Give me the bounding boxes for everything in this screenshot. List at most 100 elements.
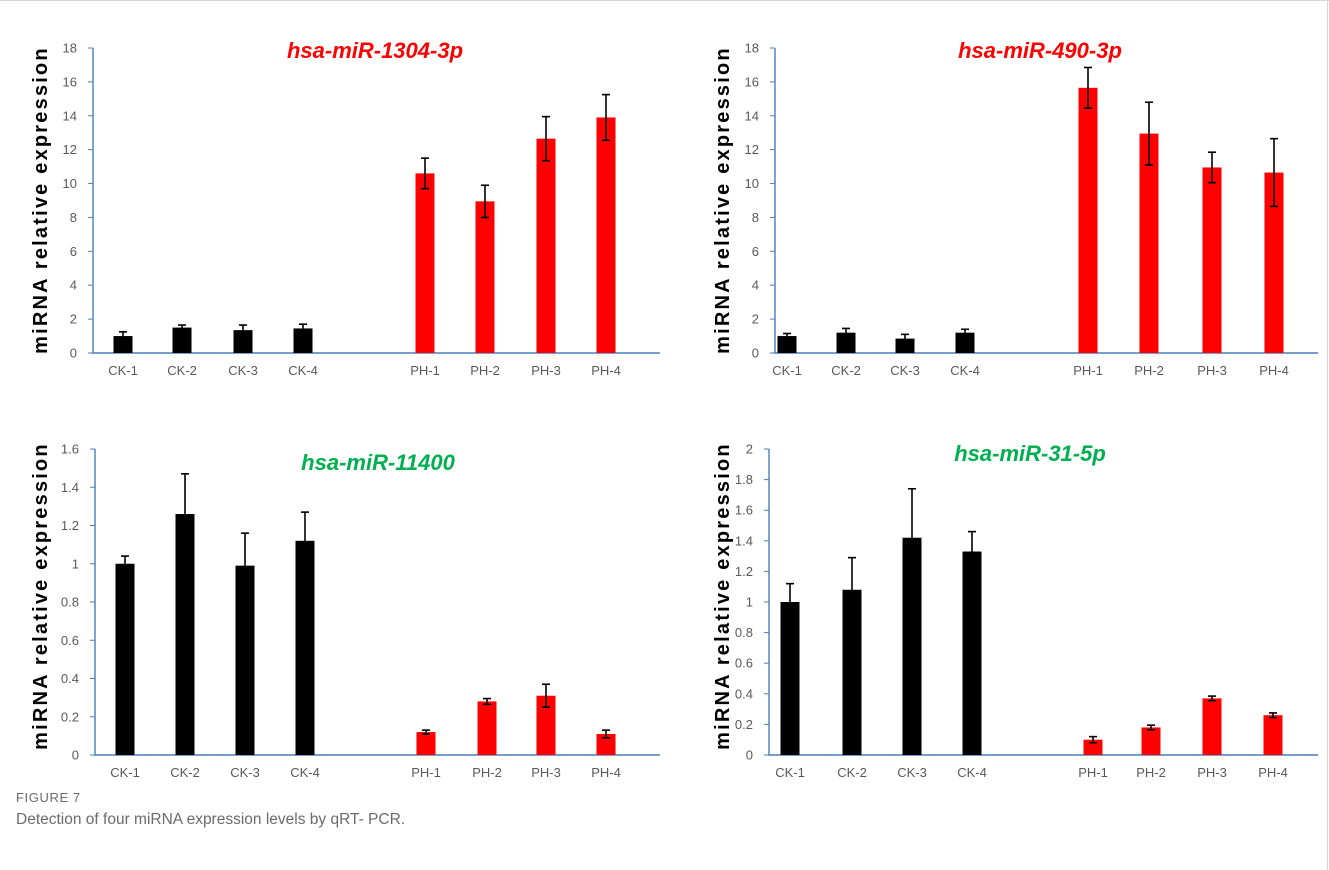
x-tick-label: PH-2 — [1136, 765, 1166, 780]
y-tick-label: 0 — [72, 748, 79, 763]
y-tick-label: 2 — [746, 442, 753, 457]
x-tick-label: CK-3 — [890, 363, 920, 378]
y-tick-label: 14 — [63, 108, 77, 123]
y-axis-label: miRNA relative expression — [712, 442, 734, 750]
bar-ph-1 — [1078, 87, 1098, 353]
bar-ph-1 — [1083, 739, 1103, 755]
y-tick-label: 0.8 — [735, 625, 753, 640]
x-tick-label: PH-1 — [410, 363, 440, 378]
bar-ph-3 — [1202, 167, 1222, 353]
y-tick-label: 12 — [63, 142, 77, 157]
y-tick-label: 16 — [745, 74, 759, 89]
y-axis-label: miRNA relative expression — [30, 442, 52, 750]
y-tick-label: 4 — [70, 278, 77, 293]
bar-ck-1 — [115, 563, 135, 755]
y-tick-label: 2 — [70, 312, 77, 327]
y-tick-label: 0.4 — [61, 671, 79, 686]
figure-label: FIGURE 7 — [16, 790, 81, 805]
figure-caption: Detection of four miRNA expression level… — [16, 811, 406, 828]
bar-ph-3 — [1202, 698, 1222, 755]
bar-ck-1 — [113, 336, 133, 353]
y-tick-label: 4 — [752, 278, 759, 293]
x-tick-label: CK-1 — [108, 363, 138, 378]
x-tick-label: CK-4 — [950, 363, 980, 378]
y-tick-label: 0 — [70, 346, 77, 361]
x-tick-label: CK-4 — [290, 765, 320, 780]
y-tick-label: 1 — [72, 556, 79, 571]
bar-ph-4 — [1264, 172, 1284, 353]
x-tick-label: PH-3 — [1197, 765, 1227, 780]
x-tick-label: CK-2 — [831, 363, 861, 378]
y-tick-label: 2 — [752, 312, 759, 327]
y-tick-label: 8 — [70, 210, 77, 225]
x-tick-label: CK-1 — [110, 765, 140, 780]
bar-ck-4 — [295, 540, 315, 755]
y-tick-label: 0.2 — [735, 717, 753, 732]
bar-ph-1 — [415, 173, 435, 353]
bar-ck-2 — [172, 327, 192, 353]
bar-ph-2 — [477, 701, 497, 755]
chart-title: hsa-miR-11400 — [301, 450, 455, 475]
bar-ck-1 — [780, 602, 800, 755]
y-tick-label: 10 — [745, 176, 759, 191]
x-tick-label: PH-4 — [591, 765, 621, 780]
x-tick-label: PH-3 — [531, 765, 561, 780]
x-tick-label: CK-1 — [775, 765, 805, 780]
bar-ph-4 — [1263, 715, 1283, 755]
x-tick-label: PH-4 — [1258, 765, 1288, 780]
y-tick-label: 0 — [752, 346, 759, 361]
y-tick-label: 16 — [63, 74, 77, 89]
x-tick-label: CK-2 — [170, 765, 200, 780]
y-tick-label: 1.2 — [61, 518, 79, 533]
y-tick-label: 1 — [746, 595, 753, 610]
y-tick-label: 6 — [70, 244, 77, 259]
x-tick-label: PH-3 — [531, 363, 561, 378]
bar-ck-4 — [293, 328, 313, 353]
figure-frame-top — [0, 0, 1329, 1]
y-tick-label: 12 — [745, 142, 759, 157]
y-tick-label: 10 — [63, 176, 77, 191]
x-tick-label: CK-1 — [772, 363, 802, 378]
y-tick-label: 1.4 — [61, 480, 79, 495]
figure-frame-right — [1327, 0, 1328, 870]
x-tick-label: CK-2 — [837, 765, 867, 780]
x-tick-label: PH-2 — [1134, 363, 1164, 378]
x-tick-label: PH-1 — [1078, 765, 1108, 780]
bar-ck-1 — [777, 336, 797, 353]
bar-ph-2 — [1141, 727, 1161, 755]
y-tick-label: 18 — [63, 41, 77, 56]
bar-ph-2 — [1139, 133, 1159, 353]
x-tick-label: PH-1 — [1073, 363, 1103, 378]
y-tick-label: 0.6 — [61, 633, 79, 648]
x-tick-label: CK-3 — [230, 765, 260, 780]
y-tick-label: 8 — [752, 210, 759, 225]
x-tick-label: PH-3 — [1197, 363, 1227, 378]
y-tick-label: 0.2 — [61, 709, 79, 724]
x-tick-label: PH-2 — [470, 363, 500, 378]
bar-ck-2 — [842, 589, 862, 755]
y-axis-label: miRNA relative expression — [30, 46, 52, 354]
y-tick-label: 0.4 — [735, 686, 753, 701]
chart-title: hsa-miR-31-5p — [954, 441, 1106, 466]
y-tick-label: 18 — [745, 41, 759, 56]
bar-ck-4 — [955, 332, 975, 353]
bar-ck-4 — [962, 551, 982, 755]
y-tick-label: 0.8 — [61, 595, 79, 610]
chart-title: hsa-miR-1304-3p — [287, 38, 463, 63]
chart-title: hsa-miR-490-3p — [958, 38, 1122, 63]
bar-ck-2 — [836, 332, 856, 353]
x-tick-label: PH-2 — [472, 765, 502, 780]
x-tick-label: CK-2 — [167, 363, 197, 378]
y-tick-label: 6 — [752, 244, 759, 259]
x-tick-label: CK-3 — [897, 765, 927, 780]
bar-ph-4 — [596, 733, 616, 755]
y-tick-label: 1.2 — [735, 564, 753, 579]
bar-ck-3 — [895, 338, 915, 353]
bar-ck-3 — [233, 330, 253, 353]
bar-ck-3 — [235, 565, 255, 755]
bar-ph-3 — [536, 138, 556, 353]
y-axis-label: miRNA relative expression — [712, 46, 734, 354]
bar-ph-2 — [475, 201, 495, 353]
x-tick-label: CK-3 — [228, 363, 258, 378]
